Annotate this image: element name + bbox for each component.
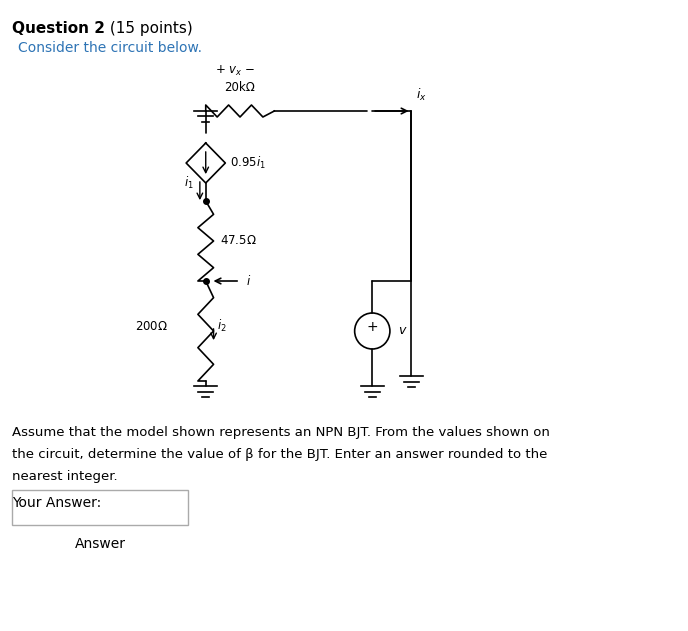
Text: Assume that the model shown represents an NPN BJT. From the values shown on: Assume that the model shown represents a… <box>12 426 550 439</box>
Text: (15 points): (15 points) <box>105 21 193 36</box>
Text: $i_1$: $i_1$ <box>184 175 194 191</box>
Text: $0.95i_1$: $0.95i_1$ <box>230 155 266 171</box>
Text: $200\Omega$: $200\Omega$ <box>136 319 169 333</box>
Text: nearest integer.: nearest integer. <box>12 470 118 483</box>
Text: Question 2: Question 2 <box>12 21 105 36</box>
Text: $47.5\Omega$: $47.5\Omega$ <box>220 235 257 247</box>
Text: $i_x$: $i_x$ <box>416 87 427 103</box>
Text: + $v_x$ −: + $v_x$ − <box>215 64 255 78</box>
Text: $i_2$: $i_2$ <box>217 318 227 334</box>
FancyBboxPatch shape <box>12 490 188 525</box>
Text: $v$: $v$ <box>398 324 407 338</box>
Text: Answer: Answer <box>74 537 125 551</box>
Text: 20kΩ: 20kΩ <box>224 81 255 94</box>
Text: $i$: $i$ <box>246 274 251 288</box>
Text: +: + <box>367 320 378 334</box>
Text: Consider the circuit below.: Consider the circuit below. <box>18 41 202 55</box>
Text: the circuit, determine the value of β for the BJT. Enter an answer rounded to th: the circuit, determine the value of β fo… <box>12 448 547 461</box>
Text: Your Answer:: Your Answer: <box>12 497 101 510</box>
